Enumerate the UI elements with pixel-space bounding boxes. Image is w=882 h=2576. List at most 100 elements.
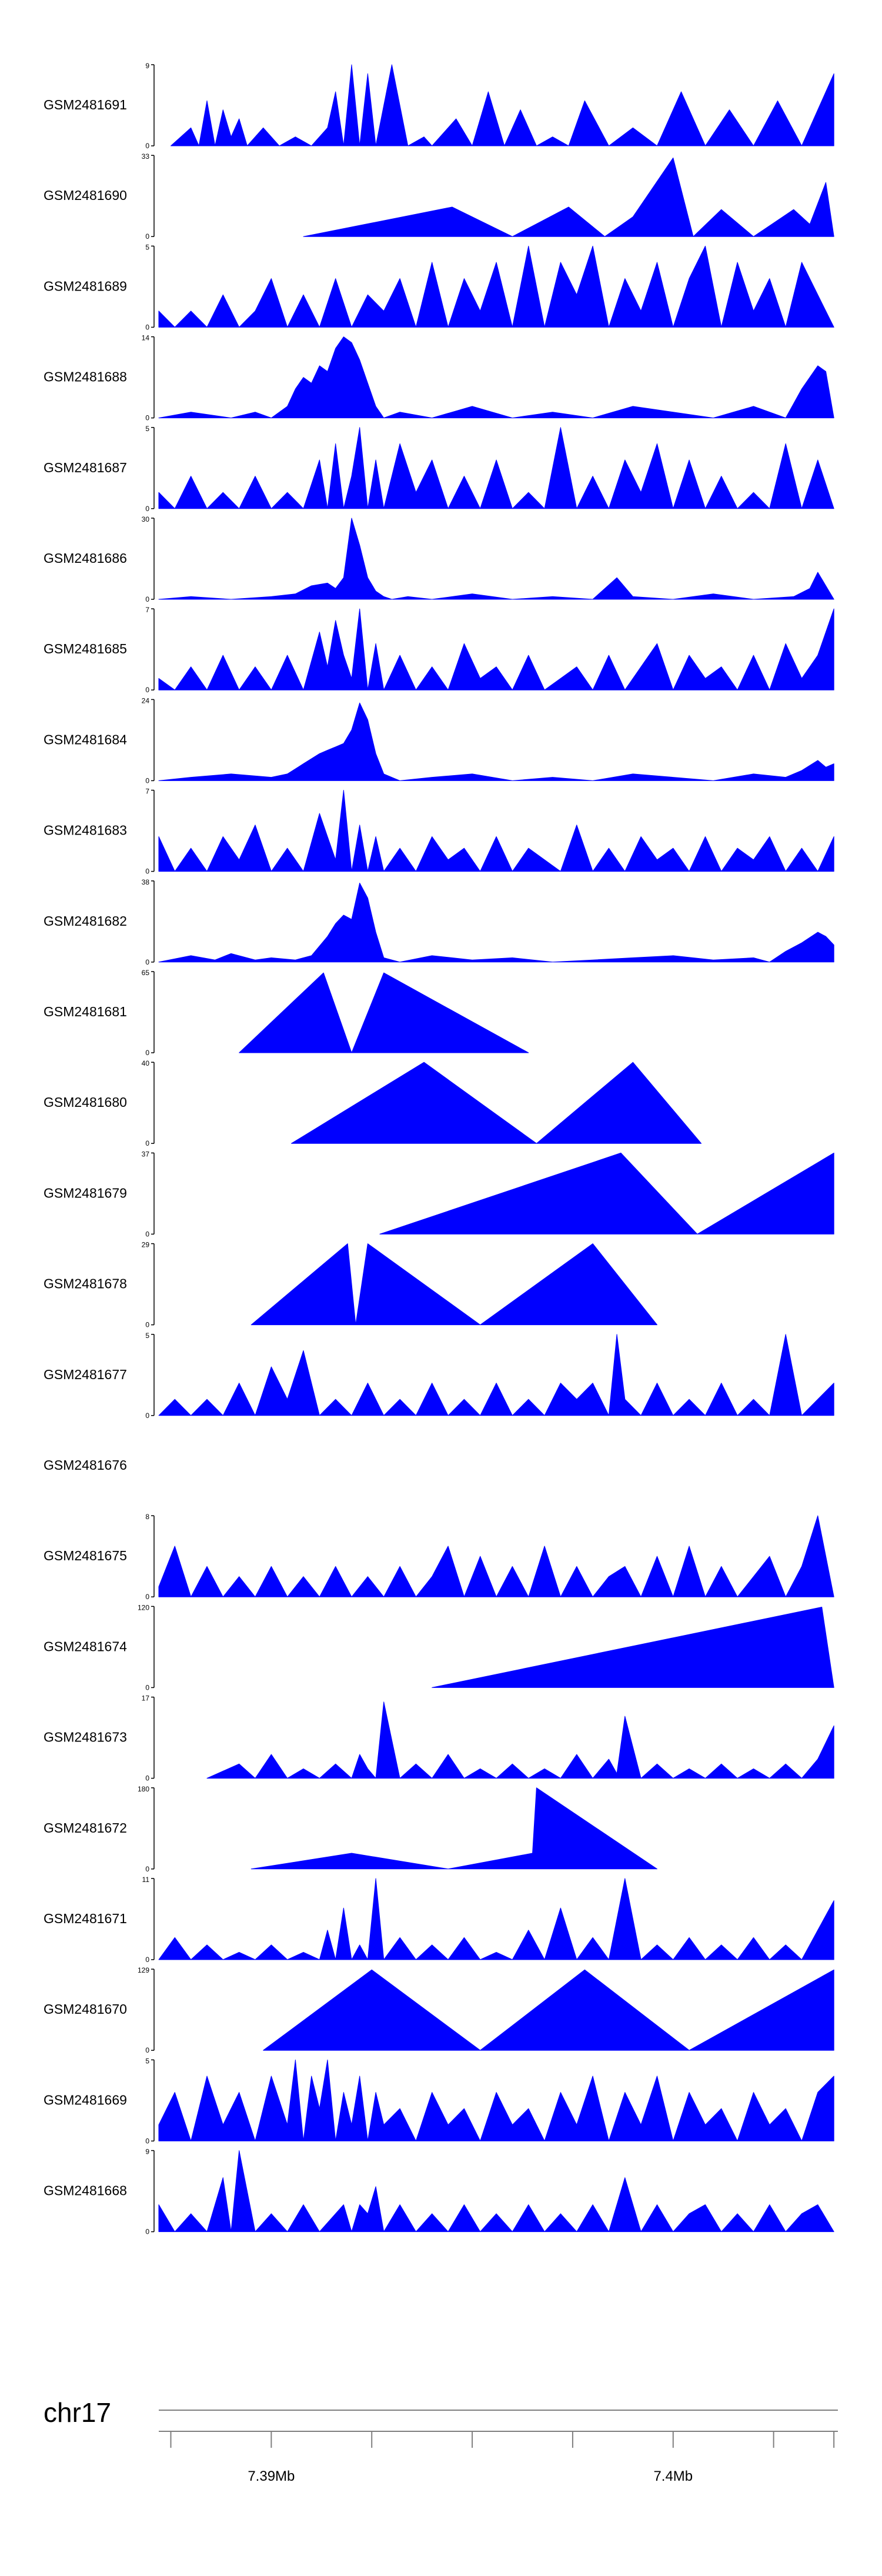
track-GSM2481670: GSM2481670 129 0: [44, 1966, 834, 2054]
track-label: GSM2481675: [44, 1548, 127, 1563]
signal-area: [303, 157, 834, 237]
signal-area: [158, 1515, 834, 1597]
track-GSM2481671: GSM2481671 11 0: [44, 1876, 834, 1964]
signal-area: [379, 1152, 834, 1234]
y-min-label: 0: [145, 686, 149, 694]
y-max-label: 5: [145, 2057, 149, 2065]
signal-area: [432, 1607, 834, 1688]
signal-area: [158, 1878, 834, 1960]
y-max-label: 38: [142, 878, 150, 886]
y-min-label: 0: [145, 1230, 149, 1238]
y-max-label: 5: [145, 425, 149, 433]
signal-area: [250, 1243, 657, 1326]
y-min-label: 0: [145, 1683, 149, 1691]
data-tracks: GSM248169190GSM2481690330GSM248168950GSM…: [44, 62, 834, 2236]
y-max-label: 7: [145, 788, 149, 796]
y-min-label: 0: [145, 1412, 149, 1420]
y-max-label: 14: [142, 334, 150, 342]
signal-area: [158, 702, 834, 781]
y-min-label: 0: [145, 2046, 149, 2054]
y-max-label: 180: [138, 1785, 149, 1793]
y-min-label: 0: [145, 958, 149, 966]
track-label: GSM2481688: [44, 369, 127, 385]
signal-area: [171, 64, 834, 146]
track-label: GSM2481681: [44, 1004, 127, 1019]
signal-area: [263, 1969, 834, 2051]
track-label: GSM2481669: [44, 2092, 127, 2107]
chromosome-label: chr17: [44, 2397, 111, 2428]
track-GSM2481673: GSM2481673 17 0: [44, 1694, 834, 1783]
signal-area: [250, 1787, 657, 1870]
y-max-label: 30: [142, 515, 150, 523]
track-label: GSM2481682: [44, 913, 127, 929]
track-GSM2481687: GSM2481687 5 0: [44, 425, 834, 513]
y-min-label: 0: [145, 414, 149, 422]
y-max-label: 33: [142, 152, 150, 161]
y-min-label: 0: [145, 595, 149, 603]
track-label: GSM2481691: [44, 97, 127, 112]
track-label: GSM2481683: [44, 823, 127, 838]
y-max-label: 5: [145, 1332, 149, 1340]
track-label: GSM2481684: [44, 732, 127, 747]
track-GSM2481672: GSM2481672 180 0: [44, 1785, 657, 1873]
track-label: GSM2481677: [44, 1367, 127, 1382]
signal-area: [158, 245, 834, 328]
y-max-label: 9: [145, 62, 149, 70]
y-min-label: 0: [145, 505, 149, 513]
y-min-label: 0: [145, 323, 149, 331]
y-max-label: 5: [145, 243, 149, 251]
track-GSM2481691: GSM2481691 9 0: [44, 62, 834, 150]
y-min-label: 0: [145, 1593, 149, 1601]
y-min-label: 0: [145, 1049, 149, 1057]
y-max-label: 11: [142, 1876, 150, 1884]
track-label: GSM2481668: [44, 2183, 127, 2198]
y-max-label: 37: [142, 1150, 150, 1158]
signal-area: [158, 1334, 834, 1416]
signal-area: [158, 427, 834, 509]
track-GSM2481676: GSM2481676: [44, 1457, 127, 1473]
track-label: GSM2481674: [44, 1639, 127, 1654]
y-min-label: 0: [145, 867, 149, 876]
track-GSM2481683: GSM2481683 7 0: [44, 788, 834, 876]
signal-area: [291, 1062, 702, 1144]
genome-axis-tick-label: 7.39Mb: [248, 2468, 295, 2484]
y-min-label: 0: [145, 776, 149, 785]
y-max-label: 29: [142, 1241, 150, 1249]
track-GSM2481674: GSM2481674 120 0: [44, 1603, 834, 1691]
signal-area: [158, 608, 834, 690]
track-GSM2481681: GSM2481681 65 0: [44, 969, 529, 1057]
y-min-label: 0: [145, 142, 149, 150]
track-GSM2481669: GSM2481669 5 0: [44, 2057, 834, 2145]
signal-area: [158, 882, 834, 963]
y-max-label: 40: [142, 1059, 150, 1067]
track-label: GSM2481680: [44, 1095, 127, 1110]
y-max-label: 65: [142, 969, 150, 977]
y-max-label: 8: [145, 1513, 149, 1521]
signal-area: [158, 2059, 834, 2141]
signal-area: [158, 790, 834, 872]
y-min-label: 0: [145, 1774, 149, 1783]
y-max-label: 120: [138, 1603, 149, 1611]
track-label: GSM2481687: [44, 460, 127, 475]
track-GSM2481690: GSM2481690 33 0: [44, 152, 834, 241]
track-GSM2481685: GSM2481685 7 0: [44, 606, 834, 694]
track-label: GSM2481689: [44, 278, 127, 293]
track-GSM2481688: GSM2481688 14 0: [44, 334, 834, 422]
track-label: GSM2481671: [44, 1911, 127, 1926]
genome-axis-ticks: [159, 2431, 838, 2448]
track-GSM2481679: GSM2481679 37 0: [44, 1150, 834, 1238]
y-min-label: 0: [145, 2137, 149, 2145]
track-GSM2481682: GSM2481682 38 0: [44, 878, 834, 966]
track-label: GSM2481678: [44, 1276, 127, 1292]
y-max-label: 129: [138, 1966, 149, 1974]
y-max-label: 17: [142, 1694, 150, 1703]
signal-area: [158, 518, 834, 600]
track-GSM2481689: GSM2481689 5 0: [44, 243, 834, 331]
track-GSM2481684: GSM2481684 24 0: [44, 696, 834, 785]
track-label: GSM2481673: [44, 1730, 127, 1745]
track-GSM2481678: GSM2481678 29 0: [44, 1241, 657, 1329]
track-label: GSM2481676: [44, 1457, 127, 1473]
signal-area: [158, 2150, 834, 2233]
track-label: GSM2481670: [44, 2001, 127, 2017]
